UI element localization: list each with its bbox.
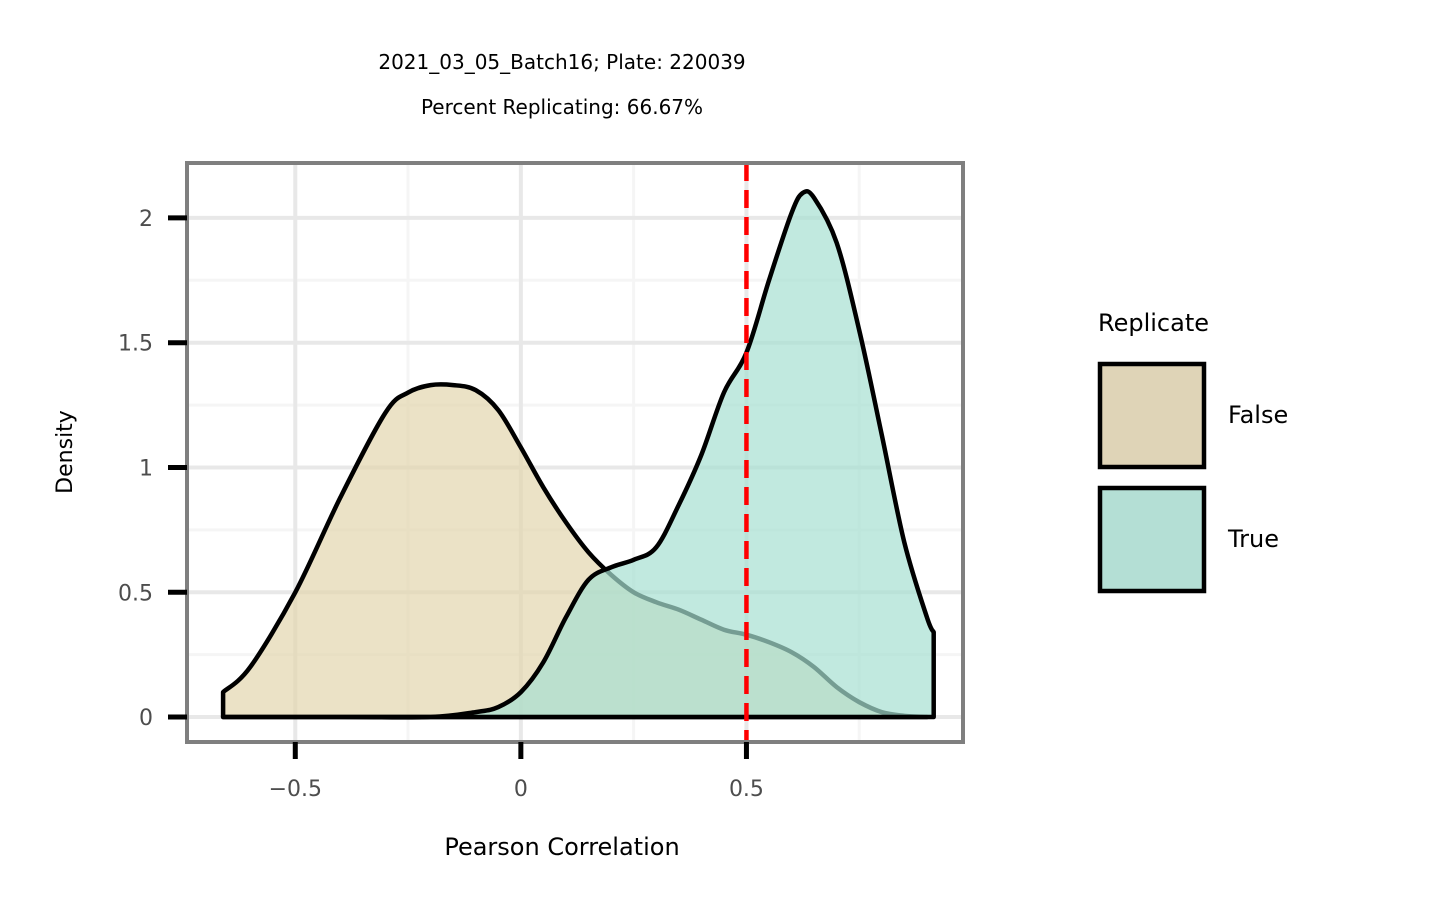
plot-area xyxy=(185,161,965,744)
y-axis-label: Density xyxy=(53,410,78,494)
legend: Replicate False True xyxy=(1097,309,1288,594)
chart-subtitle: Percent Replicating: 66.67% xyxy=(421,95,703,119)
y-tick-label: 2 xyxy=(139,207,153,232)
legend-swatch-false xyxy=(1097,361,1207,470)
density-area-true xyxy=(220,189,936,720)
plot-border xyxy=(185,161,965,744)
series-layer xyxy=(220,189,936,720)
y-tick-label: 1 xyxy=(139,456,153,481)
y-axis: 0 0.5 1 1.5 2 xyxy=(118,207,187,731)
legend-label-true: True xyxy=(1227,525,1279,553)
x-axis: −0.5 0 0.5 xyxy=(269,742,764,802)
y-tick-label: 1.5 xyxy=(118,332,153,357)
x-tick-label: 0.5 xyxy=(729,777,764,802)
x-tick-label: 0 xyxy=(514,777,528,802)
x-axis-label: Pearson Correlation xyxy=(444,833,679,861)
y-tick-label: 0 xyxy=(139,706,153,731)
legend-title: Replicate xyxy=(1098,309,1209,337)
legend-label-false: False xyxy=(1228,401,1288,429)
chart-title: 2021_03_05_Batch16; Plate: 220039 xyxy=(378,50,745,74)
legend-entries: False True xyxy=(1097,361,1288,594)
x-tick-label: −0.5 xyxy=(269,777,322,802)
y-tick-label: 0.5 xyxy=(118,581,153,606)
legend-swatch-true xyxy=(1097,485,1207,594)
